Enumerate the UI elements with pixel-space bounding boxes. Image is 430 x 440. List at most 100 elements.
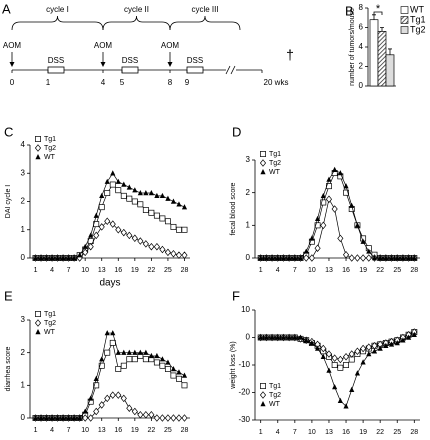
y-tick-label: 0 (246, 333, 251, 342)
marker (104, 330, 110, 336)
x-tick-label: 1 (259, 429, 263, 436)
y-tick-label: 0 (21, 413, 26, 422)
marker (331, 354, 338, 362)
marker (104, 349, 111, 356)
x-tick-label: 16 (342, 429, 350, 436)
panel-label: A (2, 1, 11, 16)
x-tick-label: 19 (131, 267, 139, 274)
marker (32, 415, 39, 421)
marker (320, 353, 326, 359)
marker (314, 244, 321, 252)
marker (297, 255, 304, 261)
x-tick-label: 25 (164, 427, 172, 434)
marker (54, 415, 61, 421)
marker (32, 255, 39, 261)
x-tick-label: 16 (114, 427, 122, 434)
dss-label: DSS (122, 56, 138, 65)
x-tick-label: 13 (98, 427, 106, 434)
marker (263, 334, 269, 340)
marker (332, 384, 338, 390)
marker (343, 189, 349, 196)
marker (326, 176, 332, 182)
x-tick-label: 1 (34, 427, 38, 434)
week-label: 9 (185, 78, 190, 87)
marker (176, 201, 182, 207)
marker (98, 362, 105, 369)
x-tick-label: 28 (410, 267, 418, 274)
marker (60, 255, 66, 261)
marker (104, 217, 111, 226)
x-tick-label: 28 (181, 427, 189, 434)
marker (87, 414, 94, 422)
y-tick-label: 3 (21, 315, 26, 324)
marker (104, 190, 111, 196)
legend-label: WT (44, 329, 56, 336)
x-tick-label: 7 (67, 427, 71, 434)
marker (82, 248, 89, 257)
marker (115, 178, 121, 184)
marker (88, 395, 94, 401)
marker (109, 220, 116, 228)
marker (98, 223, 105, 231)
marker (99, 356, 105, 362)
marker (126, 231, 133, 240)
marker (411, 331, 417, 337)
week-label: 8 (168, 78, 173, 87)
marker (175, 414, 183, 422)
marker (82, 243, 88, 249)
marker (142, 356, 149, 363)
marker (110, 330, 116, 336)
x-tick-label: 10 (81, 267, 89, 274)
legend-label: Tg1 (410, 14, 426, 24)
week-label: 20 wks (264, 78, 289, 87)
marker (54, 255, 61, 261)
marker (337, 170, 343, 176)
legend-swatch (400, 6, 409, 14)
marker (71, 255, 77, 261)
marker (49, 255, 55, 261)
marker (337, 234, 344, 243)
marker (137, 349, 143, 355)
marker (286, 255, 292, 261)
marker (164, 414, 171, 422)
y-tick-label: 4 (21, 140, 26, 149)
marker (176, 369, 182, 375)
error-bar (372, 14, 376, 20)
marker (164, 248, 171, 257)
y-tick-label: 1 (21, 225, 26, 234)
marker (131, 356, 138, 363)
marker (303, 248, 309, 254)
marker (371, 255, 378, 261)
legend-label: WT (269, 401, 281, 408)
marker (93, 212, 99, 218)
marker (49, 415, 55, 421)
marker (142, 207, 149, 213)
marker (170, 223, 177, 230)
marker (165, 359, 171, 365)
arrow-head (167, 62, 173, 67)
marker (297, 334, 304, 340)
marker (137, 410, 144, 419)
x-tick-label: 28 (181, 267, 189, 274)
marker (153, 414, 160, 422)
marker (176, 375, 182, 382)
marker (159, 215, 166, 222)
end-mark: † (286, 47, 294, 63)
marker (343, 183, 349, 189)
marker (77, 415, 83, 421)
y-tick-label: 3 (21, 168, 26, 177)
legend-marker (34, 319, 42, 327)
marker (309, 235, 315, 241)
legend-marker (259, 391, 267, 399)
marker (400, 337, 406, 343)
y-tick-label: 4 (359, 42, 364, 51)
series-line (260, 334, 415, 407)
marker (400, 255, 406, 261)
marker (275, 334, 281, 340)
y-tick-label: 2 (359, 62, 364, 71)
marker (104, 394, 111, 403)
marker (82, 414, 89, 422)
marker (354, 222, 361, 228)
significance-bracket (373, 11, 383, 15)
